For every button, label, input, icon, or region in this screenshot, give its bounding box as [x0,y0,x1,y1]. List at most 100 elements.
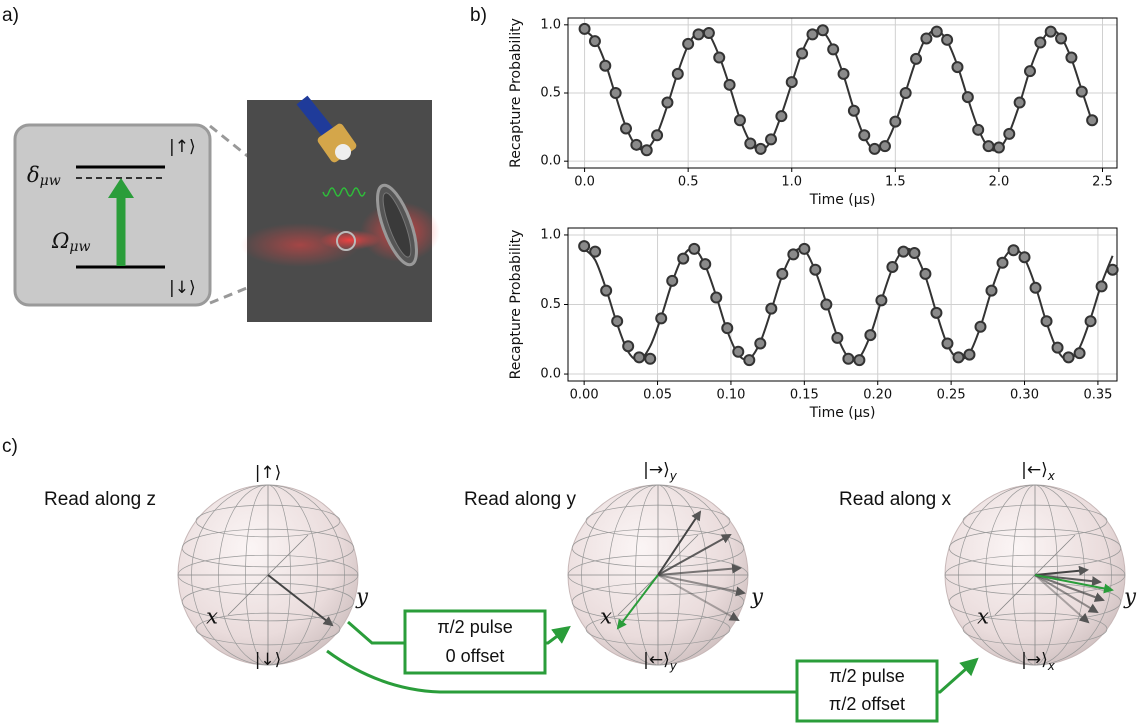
upper-state: |↑⟩ [169,137,196,157]
data-point [578,240,591,253]
data-point [996,256,1009,269]
pulse-box [795,659,939,723]
state-label: |↑⟩ [255,463,282,483]
read-title: Read along z [44,489,156,510]
pulse-text: 0 offset [446,646,505,666]
setup-image [240,95,440,322]
state-label: |↓⟩ [255,650,282,670]
data-point [710,291,723,304]
subscript: μw [69,239,90,255]
x-tick-label: 0.35 [1083,388,1112,403]
ket: |→⟩ [643,460,670,480]
y-tick-label: 0.5 [540,297,561,312]
rabi-label: Ωμw [51,229,91,256]
data-point [633,351,646,364]
bloch-spheres: Read along zxy|↑⟩|↓⟩Read along yxy|→⟩y|←… [44,460,1137,673]
data-point [796,47,809,60]
read-title: Read along y [464,489,576,510]
x-axis-label: Time (μs) [809,192,876,208]
data-point [842,352,855,365]
data-point [713,51,726,64]
data-point [723,78,736,91]
data-point [754,142,767,155]
data-point [721,322,734,335]
data-point [827,43,840,56]
data-point [661,96,674,109]
ket: |←⟩ [1021,460,1048,480]
state-vector [267,574,334,627]
ket: |←⟩ [643,650,670,670]
data-point [1095,280,1108,293]
data-point [875,294,888,307]
data-point [666,274,679,287]
state-vector [1034,574,1090,624]
data-point [1003,127,1016,140]
axis-label: x [600,605,612,629]
data-point [1029,281,1042,294]
x-tick-label: 1.5 [885,175,906,190]
data-point [688,242,701,255]
symbol: Ω [51,229,69,253]
data-point [910,52,923,65]
data-point [1040,315,1053,328]
data-point [820,298,833,311]
data-point [1013,96,1026,109]
data-point [600,284,613,297]
state-vector [657,574,746,597]
data-point [858,129,871,142]
data-point [806,28,819,41]
data-point [630,138,643,151]
x-tick-label: 0.30 [1010,388,1039,403]
lower-state: |↓⟩ [169,278,196,298]
panel-label: a) [2,5,19,26]
axis-label: x [977,605,989,629]
state-label: |←⟩x [1021,460,1056,483]
y-axis-label: Recapture Probability [508,18,524,168]
x-tick-label: 2.5 [1092,175,1113,190]
data-point [982,140,995,153]
data-point [732,345,745,358]
data-point [961,91,974,104]
x-tick-label: 0.25 [937,388,966,403]
drive-arrowhead [108,178,134,198]
ket: |↓⟩ [255,650,282,670]
data-point [776,267,789,280]
data-point [677,252,690,265]
data-point [1073,347,1086,360]
panel-label: b) [470,5,487,26]
plot-frame [567,17,1118,169]
pulse-box [403,609,547,675]
data-point [702,27,715,39]
data-point [878,140,891,153]
zoom-line [209,248,341,305]
state-vector [1034,565,1089,576]
state-vector [1034,574,1105,602]
data-point [1084,315,1097,328]
data-point [941,33,954,46]
data-point [899,87,912,99]
pulse-text: π/2 pulse [829,666,904,686]
data-point [1062,351,1075,364]
x-tick-label: 0.5 [678,175,699,190]
data-point [951,61,964,74]
symbol: δ [27,163,40,187]
data-point [765,302,778,315]
data-point [640,144,653,157]
data-point [1007,244,1020,257]
data-point [1018,251,1031,264]
x-axis-label: Time (μs) [809,405,876,421]
data-point [622,340,635,353]
x-tick-label: 0.15 [790,388,819,403]
data-point [847,104,860,117]
data-point [692,28,705,41]
data-point [620,122,633,135]
data-point [1051,341,1064,354]
state-vector [657,510,702,576]
data-point [919,267,932,280]
state-vector [657,534,732,576]
state-vector [657,574,740,621]
data-point [809,263,822,276]
y-tick-label: 1.0 [540,227,561,242]
detuning-label: δμw [27,163,61,190]
